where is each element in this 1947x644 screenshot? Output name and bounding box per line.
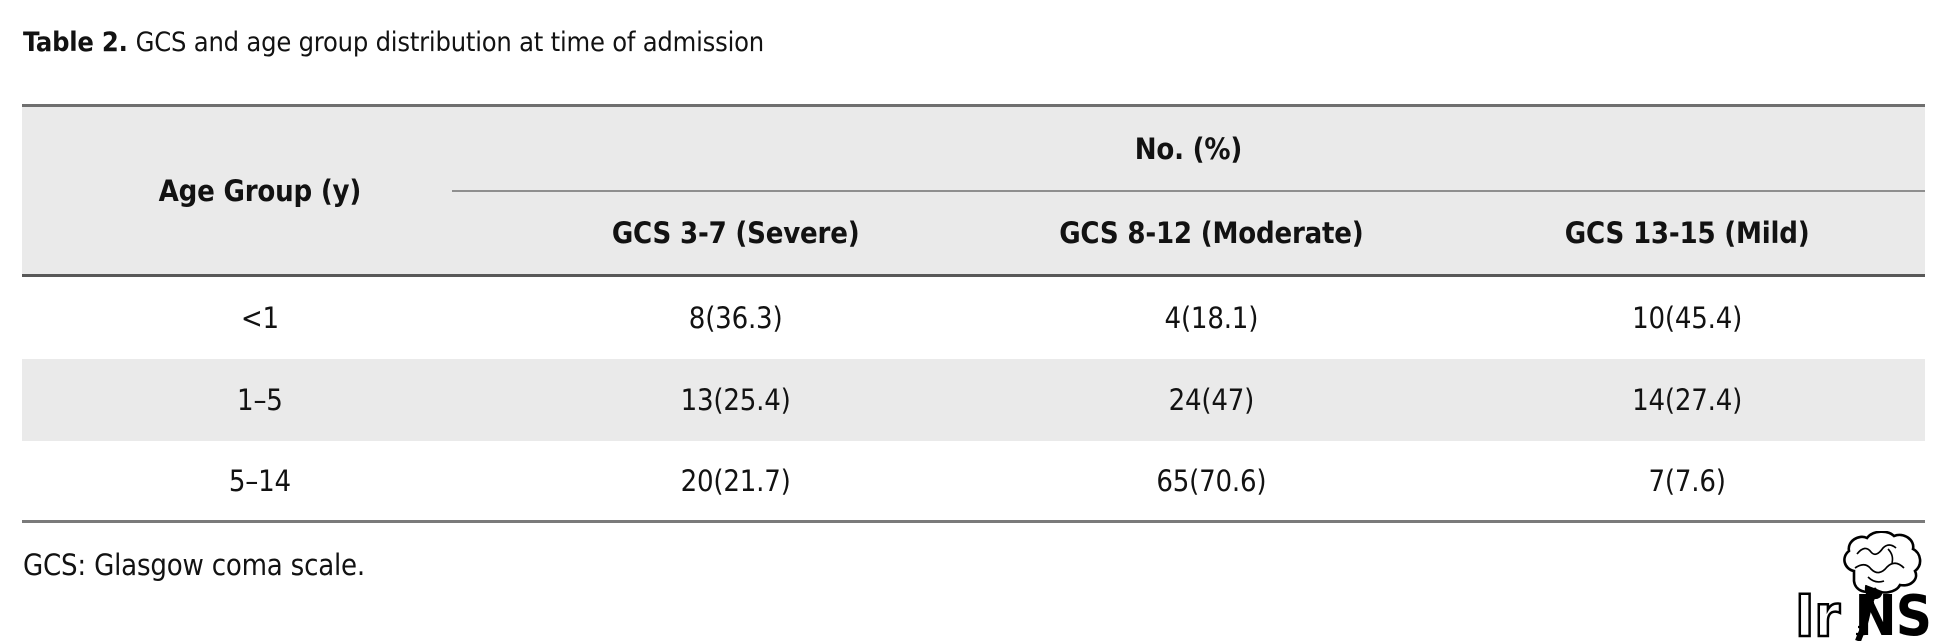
logo-text-ns: NS <box>1854 584 1932 644</box>
cell-mild: 7(7.6) <box>1648 463 1726 498</box>
cell-severe: 20(21.7) <box>680 463 791 498</box>
irns-journal-logo: Ir NS <box>1794 531 1932 644</box>
table-row: 5–14 20(21.7) 65(70.6) 7(7.6) <box>22 441 1925 523</box>
table-caption: Table 2. GCS and age group distribution a… <box>23 27 764 58</box>
cell-moderate: 24(47) <box>1168 383 1255 417</box>
caption-number: Table 2. <box>23 27 128 58</box>
logo-text-ir: Ir <box>1794 582 1842 644</box>
table-row: <1 8(36.3) 4(18.1) 10(45.4) <box>22 277 1925 359</box>
cell-mild: 14(27.4) <box>1632 383 1743 417</box>
cell-mild: 10(45.4) <box>1632 301 1743 335</box>
gcs-age-table: Age Group (y) No. (%) GCS 3-7 (Severe) G… <box>22 104 1925 523</box>
cell-age: <1 <box>240 301 279 335</box>
col-header-no-percent: No. (%) <box>451 107 1925 192</box>
caption-text: GCS and age group distribution at time o… <box>135 27 765 58</box>
col-header-gcs-severe: GCS 3-7 (Severe) <box>611 216 860 250</box>
cell-severe: 13(25.4) <box>680 383 791 417</box>
col-header-gcs-moderate: GCS 8-12 (Moderate) <box>1059 216 1364 250</box>
table-footnote: GCS: Glasgow coma scale. <box>23 548 365 582</box>
cell-moderate: 65(70.6) <box>1156 463 1267 498</box>
col-header-gcs-mild: GCS 13-15 (Mild) <box>1564 216 1810 250</box>
cell-age: 5–14 <box>228 463 291 498</box>
col-header-age-group: Age Group (y) <box>158 173 362 208</box>
cell-age: 1–5 <box>237 383 283 417</box>
cell-moderate: 4(18.1) <box>1164 301 1259 335</box>
brain-spine-icon <box>1843 531 1922 641</box>
table-header: Age Group (y) No. (%) GCS 3-7 (Severe) G… <box>22 104 1925 277</box>
table-row: 1–5 13(25.4) 24(47) 14(27.4) <box>22 359 1925 441</box>
cell-severe: 8(36.3) <box>688 301 783 335</box>
